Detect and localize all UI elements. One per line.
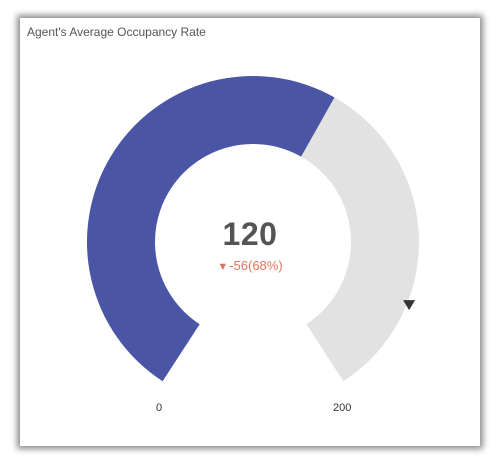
chart-title: Agent's Average Occupancy Rate xyxy=(27,25,206,39)
gauge-max-label: 200 xyxy=(333,402,352,414)
delta-indicator: ▼-56(68%) xyxy=(150,258,350,273)
gauge-min-label: 0 xyxy=(156,402,163,414)
gauge-value-arc[interactable] xyxy=(87,76,335,382)
delta-value: -56(68%) xyxy=(229,258,283,273)
chart-card: Agent's Average Occupancy Rate 120 ▼-56(… xyxy=(20,18,480,446)
gauge-chart xyxy=(86,75,419,382)
gauge-value: 120 xyxy=(222,216,278,252)
down-triangle-icon: ▼ xyxy=(217,261,229,273)
target-marker-icon xyxy=(403,300,416,311)
